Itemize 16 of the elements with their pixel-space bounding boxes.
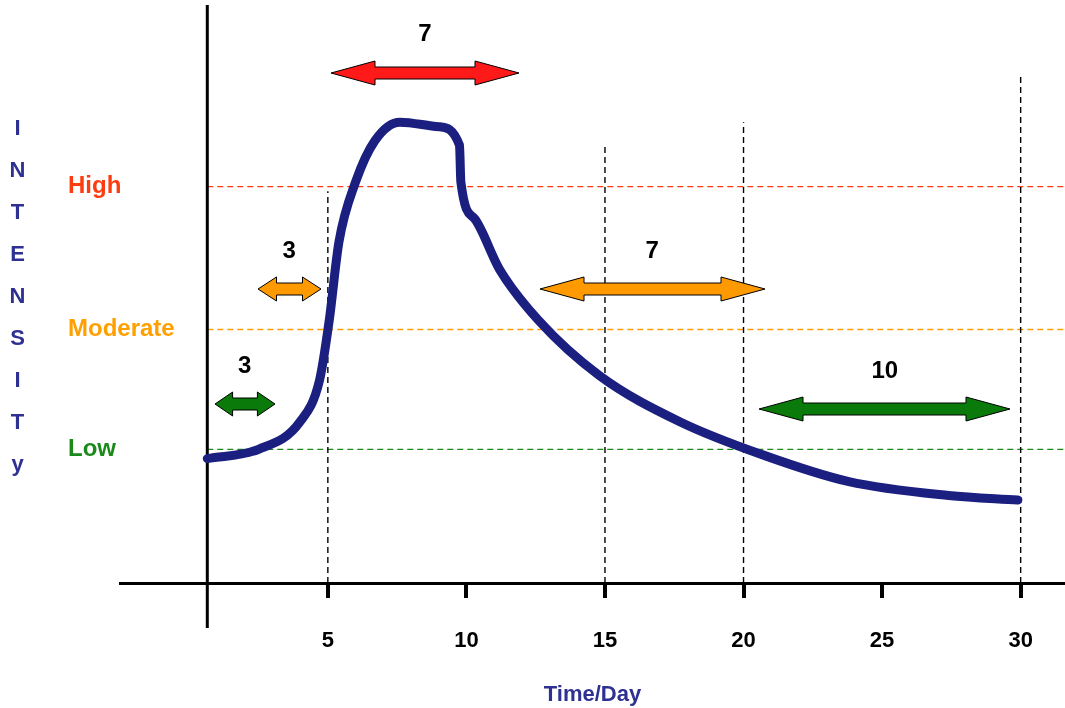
- x-tick-label: 30: [1008, 627, 1033, 653]
- annotation: 10: [871, 355, 899, 383]
- annotation: 3: [238, 351, 252, 379]
- x-tick-label: 10: [454, 627, 479, 653]
- ref-line-label: Moderate: [68, 314, 175, 342]
- text: 7: [418, 19, 432, 47]
- annotation: 7: [645, 235, 659, 263]
- annotation: 3: [282, 235, 296, 263]
- ref-line-label: High: [68, 171, 122, 199]
- x-tick-label: 20: [731, 627, 756, 653]
- x-axis-title: Time/Day: [543, 680, 642, 706]
- x-tick-label: 5: [321, 627, 334, 653]
- ref-line-label: Low: [68, 433, 117, 461]
- x-tick-label: 15: [592, 627, 618, 653]
- x-tick-label: 25: [869, 627, 895, 653]
- text: INTENSITy: [4, 115, 30, 493]
